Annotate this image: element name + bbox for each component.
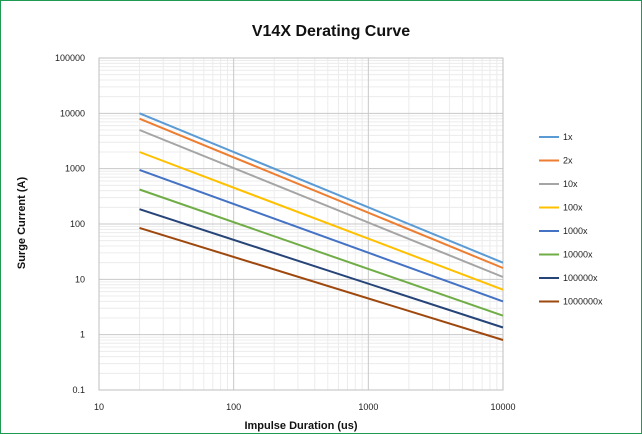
legend: 1x 2x 10x 100x 1000x 10000x 100000x 1000000x: [539, 132, 603, 307]
y-tick-label: 10000: [60, 108, 85, 118]
legend-label-2x: 2x: [563, 156, 573, 166]
x-tick-label: 100: [226, 402, 241, 412]
y-axis-title: Surge Current (A): [16, 177, 28, 270]
legend-label-1x: 1x: [563, 132, 573, 142]
y-tick-label: 100000: [55, 53, 85, 63]
y-tick-labels: 0.1 1 10 100 1000 10000 100000: [55, 53, 85, 395]
series-line-1x: [139, 112, 504, 264]
series-line-2x: [139, 117, 504, 269]
chart-title: V14X Derating Curve: [252, 23, 410, 40]
legend-label-1000x: 1000x: [563, 226, 588, 236]
legend-label-100000x: 100000x: [563, 273, 598, 283]
plot-area: [98, 57, 504, 391]
y-tick-label: 1: [80, 330, 85, 340]
legend-label-10x: 10x: [563, 179, 578, 189]
series-line-100000x: [139, 208, 504, 329]
x-tick-labels: 10 100 1000 10000: [94, 402, 516, 412]
x-axis-title: Impulse Duration (us): [244, 420, 357, 432]
legend-label-10000x: 10000x: [563, 250, 593, 260]
legend-label-100x: 100x: [563, 203, 583, 213]
x-tick-label: 10000: [490, 402, 515, 412]
legend-label-1000000x: 1000000x: [563, 297, 603, 307]
series-lines: [139, 112, 504, 341]
y-tick-label: 0.1: [72, 385, 85, 395]
y-tick-label: 1000: [65, 164, 85, 174]
x-tick-label: 1000: [358, 402, 378, 412]
y-tick-label: 10: [75, 274, 85, 284]
series-line-10000x: [139, 188, 504, 317]
y-tick-label: 100: [70, 219, 85, 229]
series-line-1000000x: [139, 226, 504, 341]
x-tick-label: 10: [94, 402, 104, 412]
series-line-1000x: [139, 168, 504, 303]
series-line-100x: [139, 151, 504, 291]
series-line-10x: [139, 129, 504, 278]
